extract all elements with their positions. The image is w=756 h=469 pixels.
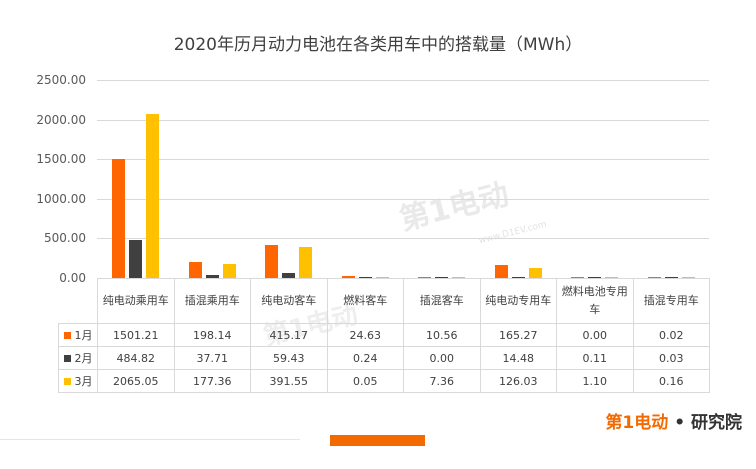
bar bbox=[265, 245, 278, 278]
gridline bbox=[97, 278, 709, 279]
y-tick-label: 2500.00 bbox=[36, 73, 86, 87]
bar bbox=[511, 276, 525, 278]
value-cell: 391.55 bbox=[250, 369, 328, 393]
category-label: 插混专用车 bbox=[632, 278, 710, 324]
bar bbox=[418, 276, 431, 278]
bar bbox=[282, 273, 295, 278]
watermark-url: www.D1EV.com bbox=[477, 219, 548, 247]
value-cell: 10.56 bbox=[403, 323, 481, 347]
value-cell: 37.71 bbox=[173, 346, 251, 370]
category-label: 纯电动专用车 bbox=[479, 278, 557, 324]
bar bbox=[571, 276, 584, 278]
table-row: 2月 484.82 37.71 59.43 0.24 0.00 14.48 0.11 0.03 bbox=[58, 346, 710, 370]
value-cell: 2065.05 bbox=[97, 369, 175, 393]
table-row: 3月 2065.05 177.36 391.55 0.05 7.36 126.03 1.10 0… bbox=[58, 369, 710, 393]
bar bbox=[341, 276, 355, 278]
legend-swatch bbox=[63, 332, 71, 339]
category-label: 燃料客车 bbox=[326, 278, 404, 324]
brand-dot: • bbox=[674, 413, 686, 433]
value-cell: 0.16 bbox=[632, 369, 710, 393]
value-cell: 1501.21 bbox=[97, 323, 175, 347]
value-cell: 126.03 bbox=[479, 369, 557, 393]
value-cell: 484.82 bbox=[97, 346, 175, 370]
series-name: 3月 bbox=[74, 375, 93, 388]
bar bbox=[435, 276, 448, 278]
table-row: 1月 1501.21 198.14 415.17 24.63 10.56 165.27 0.0… bbox=[58, 323, 710, 347]
bar bbox=[647, 276, 661, 278]
bar bbox=[664, 276, 678, 278]
y-tick-label: 1000.00 bbox=[36, 191, 86, 206]
value-cell: 0.11 bbox=[556, 346, 634, 370]
gridline bbox=[97, 80, 709, 81]
brand-label: 研究院 bbox=[691, 413, 742, 433]
value-cell: 24.63 bbox=[326, 323, 404, 347]
brand-logo: 第1电动 • 研究院 bbox=[605, 408, 742, 433]
chart-title: 2020年历月动力电池在各类用车中的搭载量（MWh） bbox=[173, 35, 583, 55]
value-cell: 59.43 bbox=[250, 346, 328, 370]
bar bbox=[605, 276, 618, 278]
value-cell: 14.48 bbox=[479, 346, 557, 370]
value-cell: 0.24 bbox=[326, 346, 404, 370]
bar bbox=[375, 276, 389, 278]
bar bbox=[299, 246, 312, 278]
bar bbox=[358, 276, 372, 278]
bar bbox=[112, 159, 125, 278]
y-tick-label: 1500.00 bbox=[36, 152, 86, 167]
data-table: 纯电动乘用车 插混乘用车 纯电动客车 燃料客车 插混客车 纯电动专用车 燃料电池专用车 插混专… bbox=[58, 278, 710, 393]
series-key: 3月 bbox=[58, 369, 98, 393]
bar bbox=[588, 276, 601, 278]
gridline bbox=[97, 238, 709, 239]
category-label: 插混客车 bbox=[403, 278, 481, 324]
legend-swatch bbox=[63, 355, 71, 362]
bar bbox=[129, 239, 142, 278]
watermark-logo: 第1电动 bbox=[396, 177, 513, 238]
category-label: 插混乘用车 bbox=[173, 278, 251, 324]
y-tick-label: 2000.00 bbox=[36, 112, 86, 127]
value-cell: 1.10 bbox=[556, 369, 634, 393]
value-cell: 0.00 bbox=[556, 323, 634, 347]
bar bbox=[452, 276, 465, 278]
series-name: 2月 bbox=[74, 352, 93, 365]
category-label: 燃料电池专用车 bbox=[556, 278, 634, 324]
value-cell: 0.02 bbox=[632, 323, 710, 347]
gridline bbox=[97, 199, 709, 200]
y-tick-label: 500.00 bbox=[44, 231, 86, 246]
legend-swatch bbox=[63, 378, 71, 385]
category-label: 纯电动乘用车 bbox=[97, 278, 175, 324]
value-cell: 0.03 bbox=[632, 346, 710, 370]
gridline bbox=[97, 159, 709, 160]
gridline bbox=[97, 120, 709, 121]
table-corner bbox=[58, 278, 98, 324]
bar bbox=[188, 262, 202, 278]
bar bbox=[146, 114, 159, 278]
bar bbox=[528, 268, 542, 278]
y-tick-label: 0.00 bbox=[59, 271, 86, 285]
value-cell: 0.05 bbox=[326, 369, 404, 393]
value-cell: 415.17 bbox=[250, 323, 328, 347]
bar bbox=[681, 276, 695, 278]
bar bbox=[222, 263, 236, 278]
value-cell: 7.36 bbox=[403, 369, 481, 393]
series-key: 2月 bbox=[58, 346, 98, 370]
table-header-row: 纯电动乘用车 插混乘用车 纯电动客车 燃料客车 插混客车 纯电动专用车 燃料电池专用车 插混专… bbox=[58, 278, 710, 324]
value-cell: 0.00 bbox=[403, 346, 481, 370]
bar bbox=[205, 275, 219, 278]
series-name: 1月 bbox=[74, 329, 93, 342]
value-cell: 198.14 bbox=[173, 323, 251, 347]
series-key: 1月 bbox=[58, 323, 98, 347]
value-cell: 165.27 bbox=[479, 323, 557, 347]
brand-logo-text: 第1电动 bbox=[605, 413, 669, 433]
bar bbox=[494, 264, 508, 278]
footer-accent-bar bbox=[330, 435, 425, 446]
category-label: 纯电动客车 bbox=[250, 278, 328, 324]
value-cell: 177.36 bbox=[173, 369, 251, 393]
footer-divider bbox=[0, 439, 300, 440]
